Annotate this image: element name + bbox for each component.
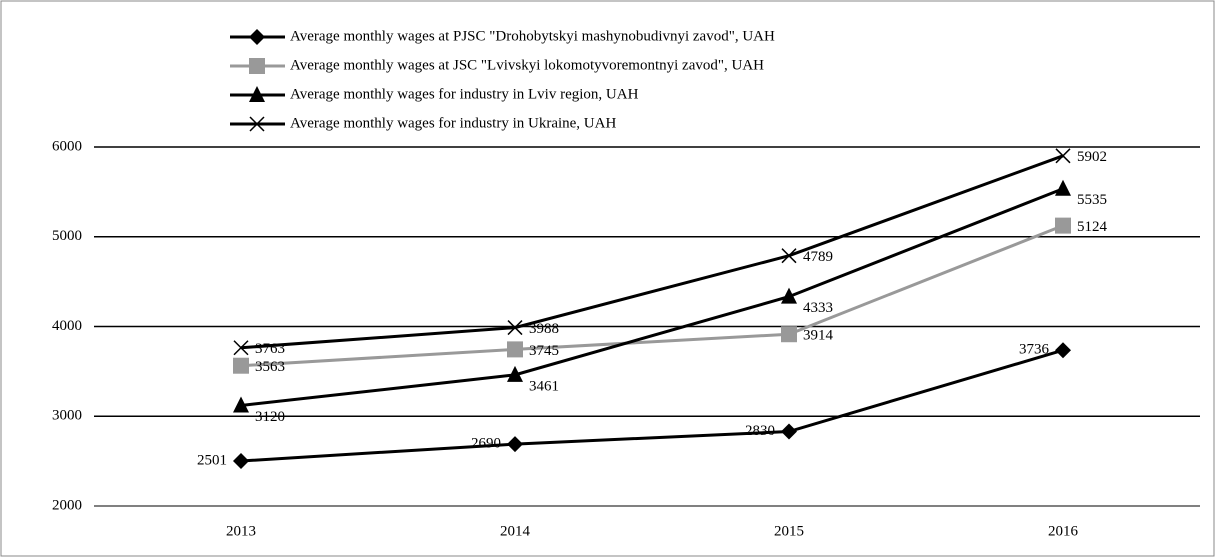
- marker: [507, 365, 523, 382]
- marker: [249, 86, 265, 102]
- x-tick-label: 2014: [500, 523, 531, 539]
- legend-label: Average monthly wages at PJSC "Drohobyts…: [290, 28, 775, 44]
- series-line: [240, 154, 1064, 350]
- data-label: 3988: [529, 321, 559, 337]
- marker: [233, 396, 249, 413]
- data-label: 2501: [197, 452, 227, 468]
- y-tick-label: 2000: [52, 497, 82, 513]
- marker: [507, 341, 523, 358]
- y-tick-label: 6000: [52, 138, 82, 154]
- marker: [1055, 342, 1071, 359]
- data-label: 3736: [1019, 342, 1050, 358]
- y-tick-label: 5000: [52, 228, 82, 244]
- data-label: 3914: [803, 328, 834, 344]
- legend-label: Average monthly wages for industry in Lv…: [290, 86, 639, 102]
- marker: [1055, 148, 1071, 164]
- marker: [233, 453, 249, 470]
- data-label: 3563: [255, 359, 285, 375]
- marker: [781, 287, 797, 304]
- marker: [249, 58, 265, 74]
- series-line: [240, 348, 1064, 463]
- legend-label: Average monthly wages for industry in Uk…: [290, 115, 616, 131]
- marker: [249, 29, 265, 45]
- data-label: 3763: [255, 341, 285, 357]
- data-label: 5124: [1077, 219, 1108, 235]
- data-label: 4333: [803, 300, 833, 316]
- x-tick-label: 2016: [1048, 523, 1079, 539]
- marker: [233, 340, 249, 356]
- y-tick-label: 4000: [52, 318, 82, 334]
- data-label: 2830: [745, 423, 775, 439]
- data-label: 4789: [803, 249, 833, 265]
- series-line: [240, 224, 1064, 368]
- marker: [781, 248, 797, 264]
- marker: [233, 357, 249, 374]
- x-tick-label: 2013: [226, 523, 256, 539]
- marker: [507, 436, 523, 453]
- x-tick-label: 2015: [774, 523, 804, 539]
- data-label: 5902: [1077, 149, 1107, 165]
- marker: [1055, 179, 1071, 196]
- data-label: 2690: [471, 436, 501, 452]
- marker: [781, 423, 797, 440]
- series-line: [240, 187, 1064, 407]
- data-label: 3461: [529, 378, 559, 394]
- marker: [249, 116, 265, 132]
- data-label: 3745: [529, 343, 559, 359]
- legend-label: Average monthly wages at JSC "Lvivskyi l…: [290, 57, 764, 73]
- marker: [781, 326, 797, 343]
- data-label: 3120: [255, 409, 285, 425]
- marker: [507, 320, 523, 336]
- y-tick-label: 3000: [52, 408, 82, 424]
- data-label: 5535: [1077, 192, 1107, 208]
- marker: [1055, 217, 1071, 234]
